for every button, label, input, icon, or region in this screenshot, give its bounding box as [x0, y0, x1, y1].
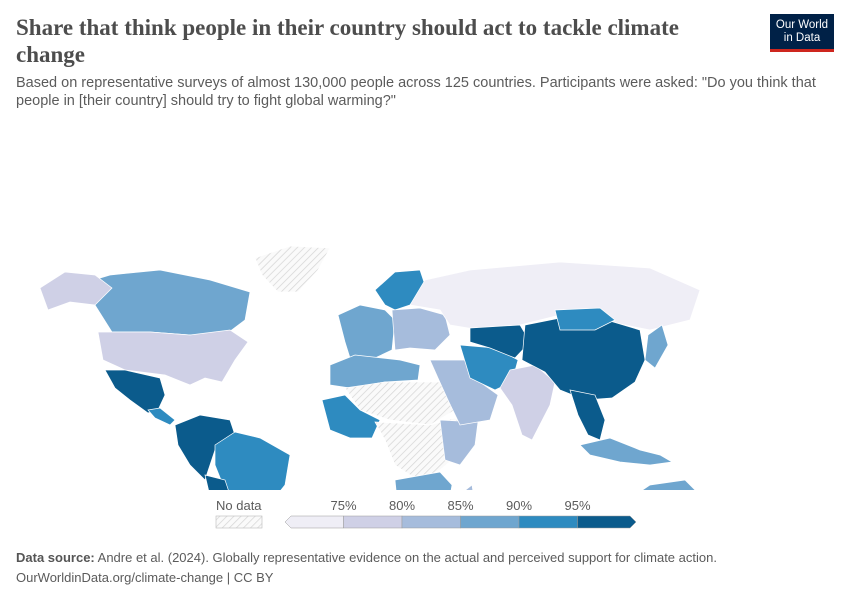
country-central-america[interactable]: [147, 407, 176, 426]
legend-tick-label: 85%: [447, 498, 473, 513]
country-russia[interactable]: [409, 261, 701, 331]
country-southern-africa[interactable]: [394, 471, 453, 490]
owid-logo[interactable]: Our World in Data: [770, 14, 834, 52]
country-greenland[interactable]: [254, 245, 331, 293]
country-india[interactable]: [499, 364, 556, 441]
footer: Data source: Andre et al. (2024). Global…: [16, 548, 717, 588]
world-map: [39, 245, 715, 490]
legend-bin[interactable]: [518, 515, 578, 529]
no-data-label: No data: [216, 498, 262, 513]
map-legend: No data 75% 80% 85% 90% 95%: [215, 498, 637, 529]
country-japan[interactable]: [644, 324, 669, 369]
no-data-swatch: [215, 515, 263, 529]
legend-tick-label: 95%: [564, 498, 590, 513]
country-mongolia[interactable]: [554, 307, 616, 331]
country-central-asia[interactable]: [469, 324, 531, 359]
country-australia[interactable]: [615, 479, 715, 490]
legend-tick-label: 75%: [330, 498, 356, 513]
legend-bin[interactable]: [343, 515, 403, 529]
source-text: Andre et al. (2024). Globally representa…: [94, 550, 717, 565]
country-mexico[interactable]: [104, 369, 166, 414]
legend-tick-label: 80%: [389, 498, 415, 513]
legend-bin[interactable]: [460, 515, 520, 529]
country-bolivia-paraguay[interactable]: [204, 474, 235, 490]
country-east-africa[interactable]: [439, 419, 479, 466]
chart-subtitle: Based on representative surveys of almos…: [16, 75, 816, 109]
legend-bin[interactable]: [577, 515, 637, 529]
source-label: Data source:: [16, 550, 95, 565]
country-western-europe[interactable]: [337, 304, 396, 359]
country-alaska[interactable]: [39, 271, 113, 311]
country-indonesia[interactable]: [579, 437, 674, 466]
country-brazil[interactable]: [214, 431, 291, 490]
country-north-africa[interactable]: [329, 354, 421, 389]
legend-bin[interactable]: [401, 515, 461, 529]
country-eastern-europe[interactable]: [391, 307, 451, 351]
country-west-africa[interactable]: [321, 394, 381, 439]
source-line: Data source: Andre et al. (2024). Global…: [16, 548, 717, 568]
source-url[interactable]: OurWorldinData.org/climate-change | CC B…: [16, 570, 274, 585]
legend-bin[interactable]: [284, 515, 344, 529]
country-madagascar[interactable]: [460, 484, 475, 490]
legend-tick-label: 90%: [506, 498, 532, 513]
chart-title: Share that think people in their country…: [16, 15, 679, 67]
